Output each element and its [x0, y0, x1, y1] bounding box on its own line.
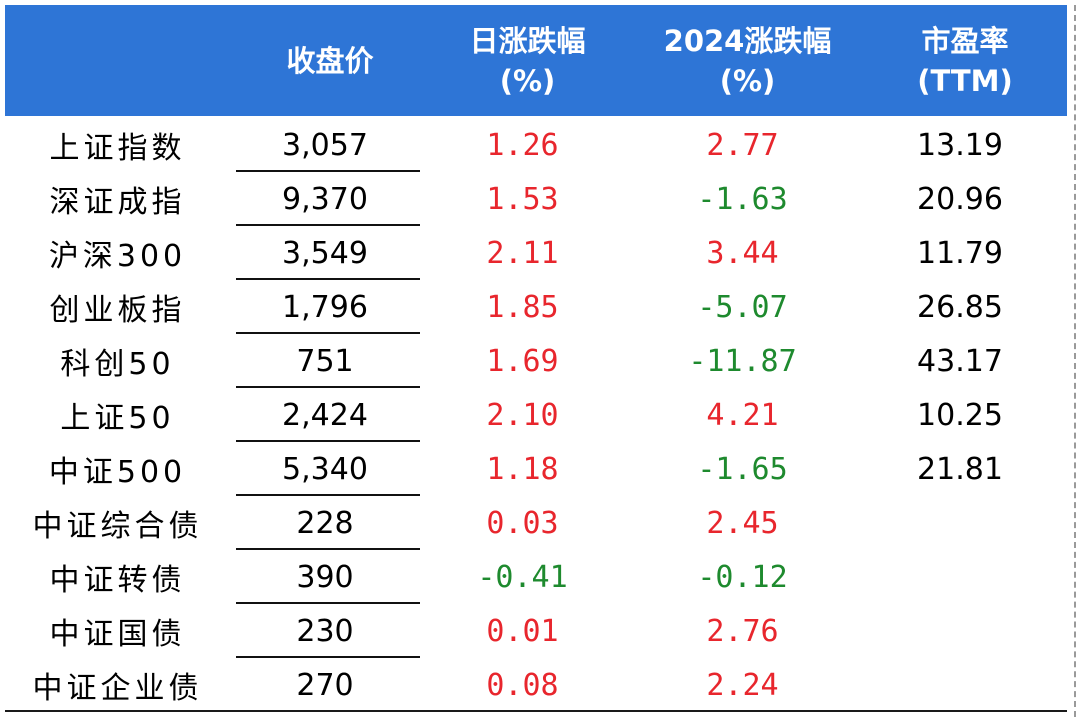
close-underline — [236, 170, 420, 172]
cell-close: 270 — [296, 667, 354, 703]
cell-name: 中证转债 — [49, 563, 186, 598]
cell-daily: 1.69 — [486, 343, 559, 379]
cell-pe: 21.81 — [917, 451, 1003, 487]
cell-name: 沪深300 — [48, 239, 187, 274]
cell-daily: 1.26 — [486, 127, 559, 163]
right-border — [1074, 5, 1076, 717]
cell-name: 科创50 — [60, 347, 175, 382]
cell-pe — [860, 658, 1060, 712]
cell-ytd: 2.45 — [706, 505, 779, 541]
header-close-price: 收盘价 — [235, 5, 425, 116]
cell-name: 中证500 — [48, 455, 187, 490]
cell-daily: 0.03 — [486, 505, 559, 541]
cell-pe — [860, 550, 1060, 604]
close-underline — [236, 494, 420, 496]
header-daily-change: 日涨跌幅 (%) — [425, 5, 630, 116]
cell-name: 创业板指 — [49, 293, 186, 328]
header-pe-label: 市盈率 — [921, 23, 1009, 58]
table-row: 中证企业债 270 0.08 2.24 — [0, 658, 1080, 712]
cell-pe — [860, 604, 1060, 658]
table-row: 中证500 5,340 1.18 -1.65 21.81 — [0, 442, 1080, 496]
cell-close: 2,424 — [282, 397, 368, 433]
cell-close: 228 — [296, 505, 354, 541]
table-header: 收盘价 日涨跌幅 (%) 2024涨跌幅 (%) 市盈率 (TTM) — [5, 5, 1067, 116]
cell-daily: 1.85 — [486, 289, 559, 325]
cell-ytd: -1.63 — [697, 181, 788, 217]
cell-name: 中证综合债 — [32, 509, 203, 544]
close-underline — [236, 602, 420, 604]
cell-daily: -0.41 — [477, 559, 568, 595]
cell-close: 230 — [296, 613, 354, 649]
table-bottom-border — [5, 710, 1067, 712]
table-row: 沪深300 3,549 2.11 3.44 11.79 — [0, 226, 1080, 280]
header-ytd-unit: (%) — [719, 63, 776, 98]
cell-close: 751 — [296, 343, 354, 379]
close-underline — [236, 224, 420, 226]
cell-ytd: -1.65 — [697, 451, 788, 487]
cell-pe — [860, 496, 1060, 550]
cell-close: 1,796 — [282, 289, 368, 325]
cell-close: 3,057 — [282, 127, 368, 163]
close-underline — [236, 548, 420, 550]
cell-ytd: 4.21 — [706, 397, 779, 433]
table-row: 科创50 751 1.69 -11.87 43.17 — [0, 334, 1080, 388]
cell-name: 中证国债 — [49, 617, 186, 652]
cell-close: 3,549 — [282, 235, 368, 271]
table-row: 中证转债 390 -0.41 -0.12 — [0, 550, 1080, 604]
table-row: 创业板指 1,796 1.85 -5.07 26.85 — [0, 280, 1080, 334]
cell-close: 390 — [296, 559, 354, 595]
cell-daily: 0.08 — [486, 667, 559, 703]
cell-ytd: 3.44 — [706, 235, 779, 271]
cell-daily: 1.18 — [486, 451, 559, 487]
header-close-label: 收盘价 — [286, 43, 374, 78]
cell-daily: 0.01 — [486, 613, 559, 649]
close-underline — [236, 386, 420, 388]
cell-ytd: 2.24 — [706, 667, 779, 703]
cell-pe: 13.19 — [917, 127, 1003, 163]
cell-name: 上证指数 — [49, 131, 186, 166]
header-pe-ratio: 市盈率 (TTM) — [865, 5, 1065, 116]
header-pe-unit: (TTM) — [917, 63, 1013, 98]
cell-daily: 2.11 — [486, 235, 559, 271]
cell-name: 深证成指 — [49, 185, 186, 220]
table-row: 中证综合债 228 0.03 2.45 — [0, 496, 1080, 550]
cell-ytd: 2.76 — [706, 613, 779, 649]
cell-ytd: -5.07 — [697, 289, 788, 325]
cell-ytd: -11.87 — [688, 343, 797, 379]
cell-name: 上证50 — [60, 401, 175, 436]
cell-close: 9,370 — [282, 181, 368, 217]
header-ytd-change: 2024涨跌幅 (%) — [630, 5, 865, 116]
cell-daily: 1.53 — [486, 181, 559, 217]
header-daily-label: 日涨跌幅 — [469, 23, 586, 58]
cell-close: 5,340 — [282, 451, 368, 487]
table-row: 上证50 2,424 2.10 4.21 10.25 — [0, 388, 1080, 442]
close-underline — [236, 656, 420, 658]
cell-pe: 43.17 — [917, 343, 1003, 379]
table-row: 深证成指 9,370 1.53 -1.63 20.96 — [0, 172, 1080, 226]
cell-ytd: 2.77 — [706, 127, 779, 163]
header-daily-unit: (%) — [499, 63, 556, 98]
table-row: 上证指数 3,057 1.26 2.77 13.19 — [0, 118, 1080, 172]
cell-ytd: -0.12 — [697, 559, 788, 595]
cell-daily: 2.10 — [486, 397, 559, 433]
cell-pe: 11.79 — [917, 235, 1003, 271]
close-underline — [236, 440, 420, 442]
cell-pe: 10.25 — [917, 397, 1003, 433]
cell-name: 中证企业债 — [32, 671, 203, 706]
cell-pe: 26.85 — [917, 289, 1003, 325]
close-underline — [236, 332, 420, 334]
close-underline — [236, 278, 420, 280]
header-ytd-label: 2024涨跌幅 — [663, 23, 832, 58]
cell-pe: 20.96 — [917, 181, 1003, 217]
table-row: 中证国债 230 0.01 2.76 — [0, 604, 1080, 658]
